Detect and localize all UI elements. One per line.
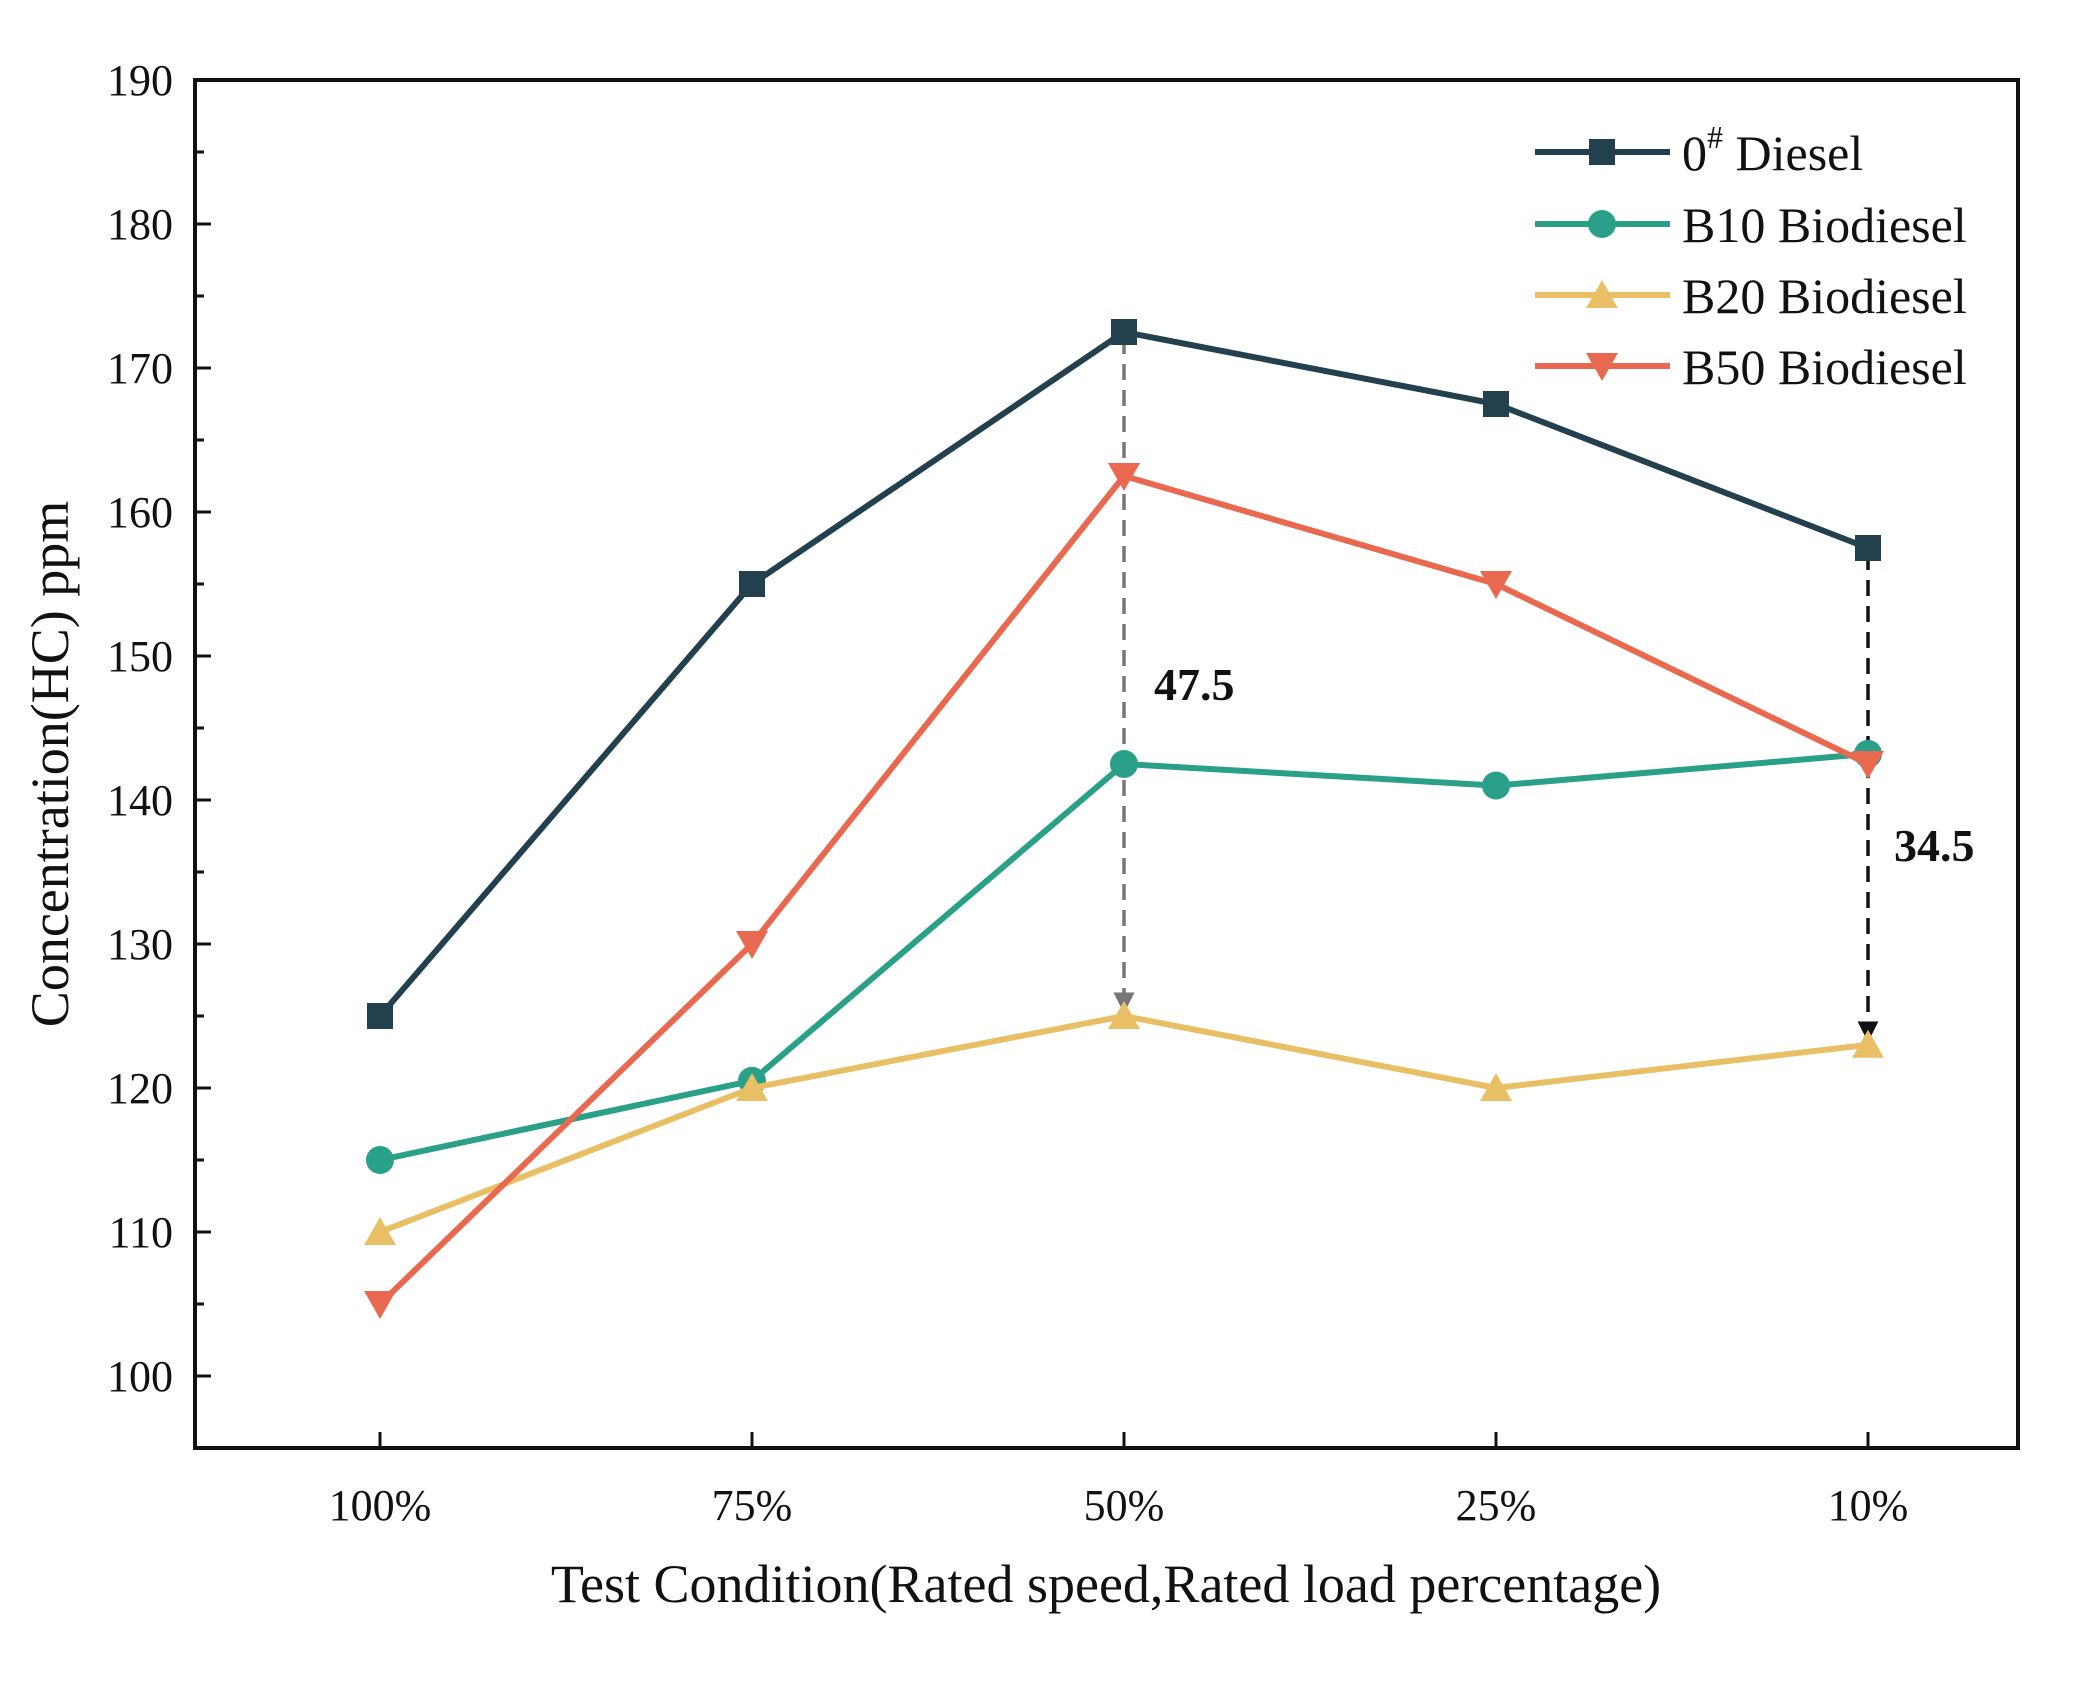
x-tick-label: 100%: [329, 1481, 432, 1530]
plot-area-frame: [193, 78, 2020, 1450]
y-tick-label: 130: [107, 920, 173, 969]
data-point: [739, 571, 765, 597]
x-tick-label: 75%: [712, 1481, 793, 1530]
data-point: [366, 1146, 394, 1174]
y-tick-label: 180: [107, 200, 173, 249]
data-point: [1111, 319, 1137, 345]
data-point: [736, 1073, 768, 1101]
legend-label-diesel-main: 0: [1682, 125, 1707, 181]
x-tick-label: 10%: [1828, 1481, 1909, 1530]
x-axis-title: Test Condition(Rated speed,Rated load pe…: [551, 1554, 1661, 1614]
y-tick-label: 140: [107, 776, 173, 825]
series-line: [378, 1013, 1869, 1235]
legend-item-b20: B20 Biodiesel: [1535, 268, 1967, 324]
annotations: 47.5 34.5: [1113, 320, 1975, 1043]
svg-text:0# Diesel: 0# Diesel: [1682, 119, 1863, 181]
legend-label-b10: B10 Biodiesel: [1682, 197, 1967, 253]
data-point: [1852, 1029, 1884, 1058]
data-point: [1852, 751, 1884, 779]
data-point: [1480, 571, 1512, 599]
legend-item-diesel: 0# Diesel: [1535, 119, 1863, 181]
series-2: [364, 1001, 1884, 1245]
legend-label-diesel-rest: Diesel: [1723, 125, 1863, 181]
series-layer: [364, 319, 1884, 1319]
y-tick-label: 160: [107, 488, 173, 537]
legend: 0# Diesel B10 Biodiesel B20 Biodiesel B5…: [1535, 119, 1967, 395]
legend-label-b50: B50 Biodiesel: [1682, 339, 1967, 395]
data-point: [367, 1003, 393, 1029]
y-tick-label: 120: [107, 1064, 173, 1113]
legend-label-b20: B20 Biodiesel: [1682, 268, 1967, 324]
data-point: [1483, 391, 1509, 417]
legend-item-b10: B10 Biodiesel: [1535, 197, 1967, 253]
y-tick-label: 110: [109, 1208, 173, 1257]
data-point: [1108, 463, 1140, 491]
legend-label-diesel-sup: #: [1707, 119, 1723, 155]
data-point: [1108, 1001, 1140, 1029]
data-point: [1482, 771, 1510, 800]
data-point: [1855, 535, 1881, 561]
data-point: [736, 931, 768, 959]
y-tick-label: 100: [107, 1352, 173, 1401]
series-3: [364, 463, 1884, 1319]
x-axis: 100% 75% 50% 25% 10%: [329, 1432, 1909, 1530]
data-point: [1110, 750, 1138, 778]
annotation-label: 34.5: [1894, 820, 1975, 871]
series-0: [367, 319, 1881, 1029]
series-1: [366, 739, 1882, 1174]
data-point: [364, 1217, 396, 1245]
y-axis: 100 110 120 130 140 150 160 170 180 190: [107, 56, 211, 1401]
y-tick-label: 190: [107, 56, 173, 105]
data-point: [364, 1291, 396, 1319]
y-tick-label: 170: [107, 344, 173, 393]
legend-item-b50: B50 Biodiesel: [1535, 339, 1967, 395]
annotation-label: 47.5: [1154, 659, 1235, 710]
x-tick-label: 50%: [1084, 1481, 1165, 1530]
data-point: [1480, 1073, 1512, 1101]
y-tick-label: 150: [107, 632, 173, 681]
x-tick-label: 25%: [1456, 1481, 1537, 1530]
y-axis-title: Concentration(HC) ppm: [20, 501, 80, 1027]
